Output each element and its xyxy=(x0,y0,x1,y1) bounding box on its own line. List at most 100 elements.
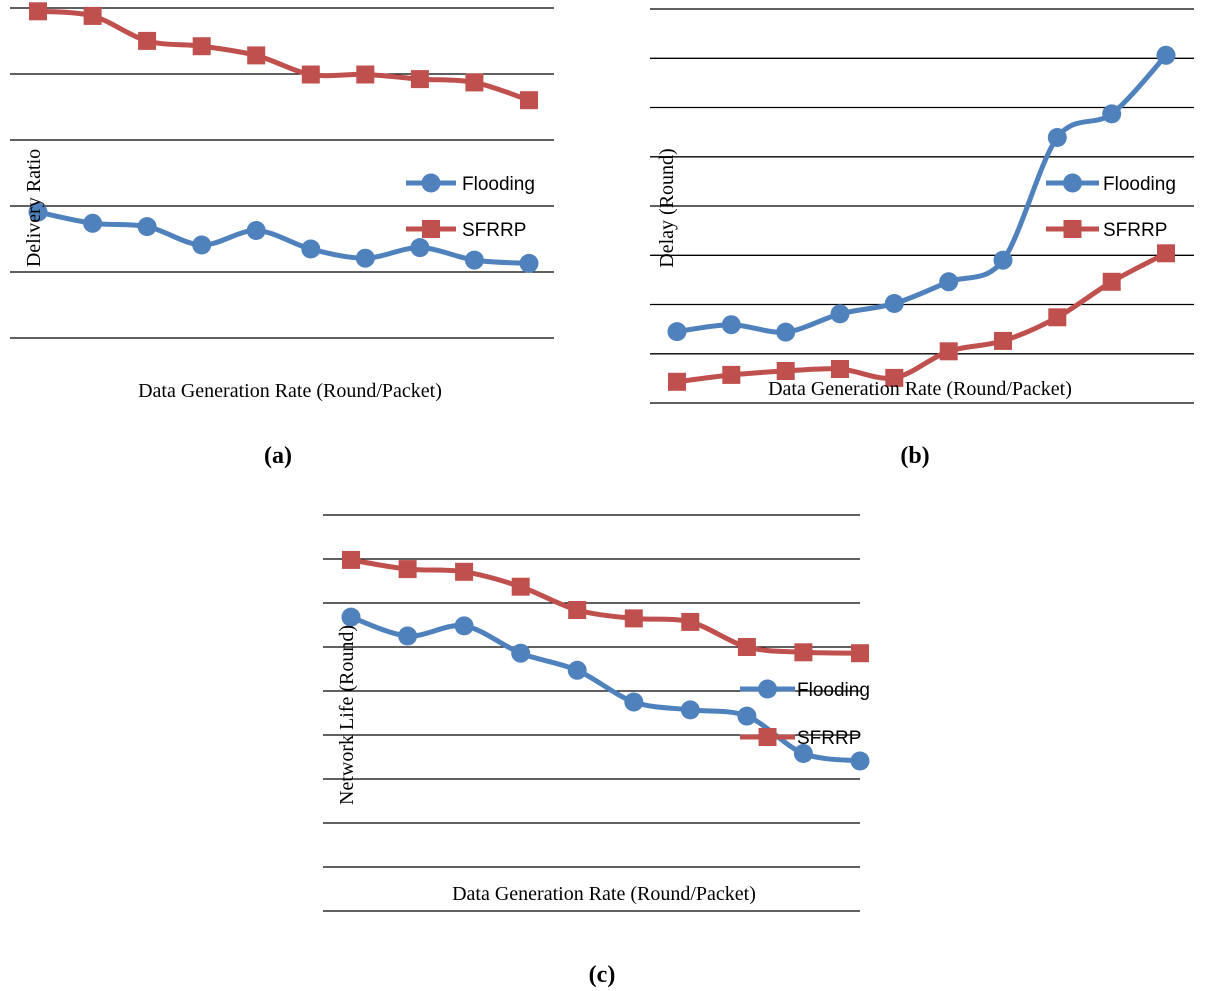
legend-label-flooding: Flooding xyxy=(797,680,870,701)
data-point xyxy=(342,550,360,569)
data-point xyxy=(722,365,741,384)
data-point xyxy=(624,692,644,712)
data-point xyxy=(624,609,643,628)
data-point xyxy=(1102,272,1121,291)
data-point xyxy=(1157,244,1175,263)
data-point xyxy=(667,322,687,342)
data-point xyxy=(567,660,587,680)
series-flooding xyxy=(667,45,1176,342)
legend-marker-flooding xyxy=(421,173,441,193)
y-axis-title: Network Life (Round) xyxy=(336,625,358,805)
data-point xyxy=(680,700,700,720)
data-point xyxy=(192,37,211,56)
legend: Flooding SFRRP xyxy=(406,173,535,241)
data-point xyxy=(793,744,813,763)
data-point xyxy=(1048,308,1067,327)
data-point xyxy=(29,2,47,21)
data-point xyxy=(341,607,361,627)
legend-label-sfrrp: SFRRP xyxy=(462,220,526,241)
data-point xyxy=(737,706,757,726)
legend-label-flooding: Flooding xyxy=(462,174,535,195)
data-point xyxy=(301,239,321,259)
legend-marker-sfrrp xyxy=(1063,220,1082,238)
data-point xyxy=(993,250,1013,270)
legend-label-sfrrp: SFRRP xyxy=(797,728,861,749)
panel-caption: (b) xyxy=(900,443,929,469)
legend-marker-flooding xyxy=(758,679,777,699)
panel-caption: (c) xyxy=(589,962,616,988)
data-point xyxy=(83,213,103,233)
data-point xyxy=(519,253,539,273)
data-point xyxy=(794,643,813,662)
legend-marker-flooding xyxy=(1063,173,1082,193)
data-point xyxy=(668,372,686,391)
gridlines xyxy=(650,8,1194,404)
data-point xyxy=(410,70,429,89)
data-point xyxy=(398,560,417,579)
x-axis-title: Data Generation Rate (Round/Packet) xyxy=(768,378,1072,400)
x-axis-title: Data Generation Rate (Round/Packet) xyxy=(452,883,756,905)
data-point xyxy=(737,638,756,656)
legend-marker-sfrrp xyxy=(758,728,777,746)
data-point xyxy=(465,73,484,92)
data-point xyxy=(28,202,48,222)
data-point xyxy=(885,368,904,387)
legend-label-flooding: Flooding xyxy=(1103,174,1176,195)
data-point xyxy=(410,238,430,258)
x-axis-title: Data Generation Rate (Round/Packet) xyxy=(138,380,442,402)
data-point xyxy=(138,31,157,50)
data-point xyxy=(776,362,795,380)
series-sfrrp xyxy=(29,2,538,110)
panel-caption: (a) xyxy=(264,443,292,469)
data-point xyxy=(850,751,870,771)
gridlines xyxy=(10,7,554,339)
data-point xyxy=(520,91,538,110)
y-axis-title: Delivery Ratio xyxy=(23,149,45,267)
data-point xyxy=(301,65,320,84)
data-point xyxy=(994,331,1012,350)
legend-marker-sfrrp xyxy=(422,220,440,238)
series-line-flooding xyxy=(674,52,1169,335)
series-line-flooding xyxy=(35,209,532,266)
series-sfrrp xyxy=(342,550,869,663)
y-axis-title: Delay (Round) xyxy=(656,148,678,267)
legend: Flooding SFRRP xyxy=(1046,173,1176,241)
chart-c: Data Generation Rate (Round/Packet) Netwo… xyxy=(323,514,870,988)
data-point xyxy=(830,304,850,324)
data-point xyxy=(1156,45,1176,65)
series-line-sfrrp xyxy=(348,557,863,656)
data-point xyxy=(1102,104,1122,124)
series-flooding xyxy=(28,202,539,273)
data-point xyxy=(355,248,375,268)
data-point xyxy=(511,577,530,596)
data-point xyxy=(884,294,904,313)
chart-b: Data Generation Rate (Round/Packet) Delay… xyxy=(650,8,1194,469)
data-point xyxy=(192,235,212,255)
data-point xyxy=(681,612,700,631)
data-point xyxy=(939,272,959,292)
data-point xyxy=(356,65,375,84)
series-line-sfrrp xyxy=(35,8,532,103)
data-point xyxy=(464,250,484,270)
data-point xyxy=(454,616,474,636)
data-point xyxy=(398,626,418,646)
series-sfrrp xyxy=(668,244,1175,391)
data-point xyxy=(247,46,266,65)
data-point xyxy=(1047,128,1067,147)
data-point xyxy=(511,643,531,663)
data-point xyxy=(939,342,958,361)
data-point xyxy=(246,221,266,240)
legend-label-sfrrp: SFRRP xyxy=(1103,220,1167,241)
data-point xyxy=(776,322,796,342)
data-point xyxy=(568,601,587,619)
data-point xyxy=(83,6,102,25)
data-point xyxy=(137,217,157,237)
legend: Flooding SFRRP xyxy=(740,679,870,749)
data-point xyxy=(721,315,741,335)
data-point xyxy=(831,360,849,378)
series-line-sfrrp xyxy=(674,250,1169,385)
data-point xyxy=(851,644,869,663)
data-point xyxy=(455,562,474,581)
chart-a: Data Generation Rate (Round/Packet) Deliv… xyxy=(10,2,554,469)
